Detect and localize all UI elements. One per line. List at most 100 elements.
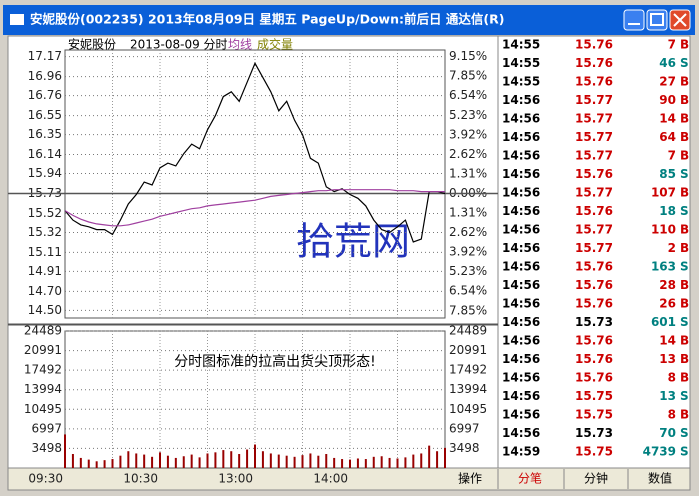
volume-bar [119, 455, 122, 468]
trade-volume: 64 [659, 130, 676, 144]
volume-bar [388, 457, 391, 468]
trade-side: S [680, 167, 689, 181]
volume-bar [341, 459, 344, 468]
volume-bar [269, 453, 272, 468]
trade-side: B [680, 241, 689, 255]
app-icon [10, 14, 24, 25]
volume-bar [222, 450, 225, 468]
x-tick-label: 14:00 [313, 472, 348, 486]
trade-side: B [680, 38, 689, 52]
trade-time: 14:56 [502, 241, 540, 255]
trade-volume: 27 [659, 75, 676, 89]
tab[interactable]: 分笔 [518, 471, 542, 486]
trade-price: 15.76 [575, 38, 613, 52]
trade-price: 15.75 [575, 445, 613, 459]
trade-side: S [680, 204, 689, 218]
vol-tick-label-right: 20991 [449, 343, 487, 357]
volume-bar [135, 453, 138, 468]
volume-bar [261, 451, 264, 468]
volume-bar [238, 454, 241, 468]
window-title: 安妮股份(002235) 2013年08月09日 星期五 PageUp/Down… [30, 12, 504, 27]
volume-bar [71, 454, 74, 468]
volume-bar [364, 459, 367, 468]
volume-bar [444, 447, 446, 468]
trade-volume: 163 [651, 260, 676, 274]
trade-time: 14:56 [502, 352, 540, 366]
trade-volume: 601 [651, 315, 676, 329]
tab[interactable]: 分钟 [584, 471, 608, 486]
y-tick-label: 16.96 [28, 69, 62, 83]
volume-bar [230, 451, 233, 468]
trade-volume: 2 [668, 241, 676, 255]
trade-time: 14:56 [502, 149, 540, 163]
vol-tick-label: 13994 [24, 382, 62, 396]
y-tick-label: 15.32 [28, 225, 62, 239]
trade-time: 14:56 [502, 278, 540, 292]
trade-price: 15.73 [575, 315, 613, 329]
trade-volume: 8 [668, 371, 676, 385]
tab[interactable]: 数值 [648, 471, 672, 486]
volume-bar [380, 456, 383, 468]
trade-side: B [680, 223, 689, 237]
trade-time: 14:55 [502, 56, 540, 70]
annotation: 分时图标准的拉高出货尖顶形态! [174, 353, 376, 370]
trade-volume: 14 [659, 112, 676, 126]
trade-volume: 28 [659, 278, 676, 292]
y-tick-label: 15.52 [28, 206, 62, 220]
volume-bar [111, 459, 114, 468]
volume-bar [301, 455, 304, 468]
vol-tick-label: 20991 [24, 343, 62, 357]
trade-time: 14:55 [502, 38, 540, 52]
trade-side: B [680, 93, 689, 107]
trade-volume: 14 [659, 334, 676, 348]
volume-bar [166, 455, 169, 468]
vol-tick-label: 6997 [31, 421, 62, 435]
trade-volume: 110 [651, 223, 676, 237]
trade-volume: 18 [659, 204, 676, 218]
y2-tick-label: 5.23% [449, 108, 487, 122]
y-tick-label: 15.94 [28, 166, 62, 180]
trade-side: S [680, 445, 689, 459]
volume-bar [309, 453, 312, 468]
trade-volume: 90 [659, 93, 676, 107]
trade-side: B [680, 352, 689, 366]
volume-bar [159, 452, 161, 468]
volume-bar [246, 449, 249, 468]
stock-name: 安妮股份 [68, 37, 116, 52]
y2-tick-label: 7.85% [449, 69, 487, 83]
minimize-button[interactable] [623, 9, 645, 31]
volume-bar [143, 454, 146, 468]
volume-bar [79, 457, 82, 468]
y-tick-label: 14.50 [28, 303, 62, 317]
tab[interactable]: 操作 [458, 471, 482, 486]
volume-bar [285, 455, 288, 468]
volume-bar [254, 444, 256, 468]
trade-price: 15.77 [575, 186, 613, 200]
trade-price: 15.77 [575, 130, 613, 144]
vol-tick-label-right: 6997 [449, 421, 480, 435]
trade-time: 14:56 [502, 167, 540, 181]
trade-time: 14:56 [502, 204, 540, 218]
vol-tick-label-right: 10495 [449, 402, 487, 416]
y2-tick-label: 7.85% [449, 303, 487, 317]
volume-bar [127, 451, 130, 468]
volume-bar [190, 454, 193, 468]
vol-tick-label-right: 3498 [449, 441, 480, 455]
y-tick-label: 16.76 [28, 88, 62, 102]
x-tick-label: 09:30 [28, 472, 63, 486]
trade-side: B [680, 186, 689, 200]
watermark: 拾荒网 [296, 220, 410, 264]
trade-price: 15.77 [575, 223, 613, 237]
x-tick-label: 10:30 [123, 472, 158, 486]
volume-bar [404, 457, 407, 468]
trade-side: B [680, 278, 689, 292]
trade-time: 14:56 [502, 112, 540, 126]
trade-price: 15.76 [575, 278, 613, 292]
volume-bar [151, 456, 154, 468]
trade-time: 14:56 [502, 315, 540, 329]
avg-legend: 均线 [228, 38, 252, 52]
volume-bar [356, 458, 359, 468]
volume-bar [277, 454, 280, 468]
title-bar [3, 5, 695, 35]
